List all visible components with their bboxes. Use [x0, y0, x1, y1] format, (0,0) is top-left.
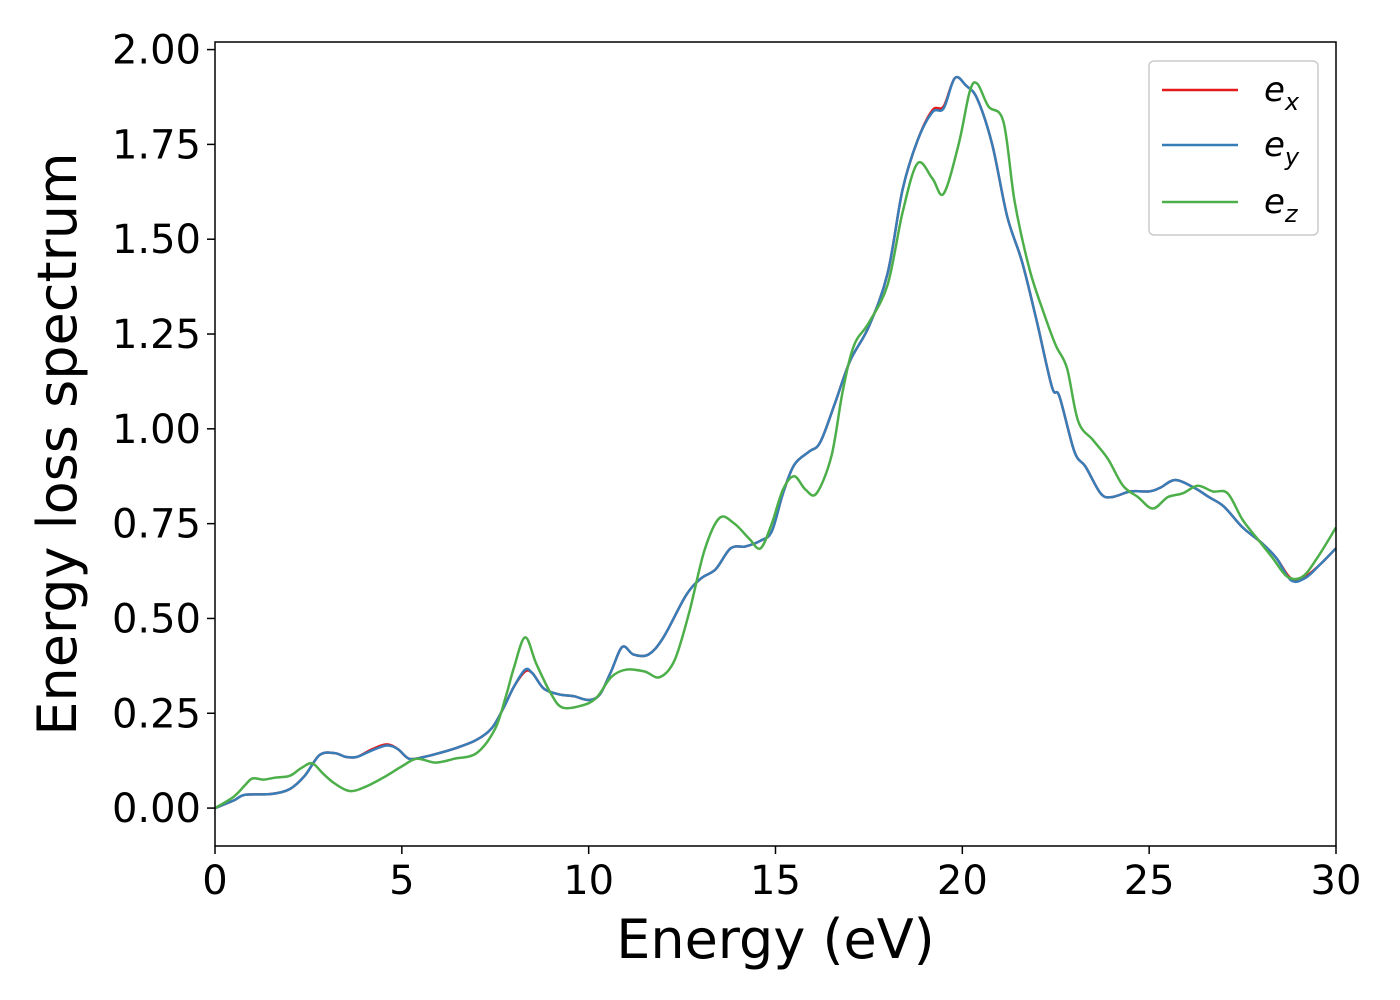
y-tick-label: 1.25	[112, 312, 201, 358]
y-tick-label: 1.00	[112, 407, 201, 453]
y-tick-label: 0.50	[112, 596, 201, 642]
x-tick-label: 30	[1311, 858, 1362, 904]
legend-label-base: e	[1264, 70, 1285, 110]
legend-box	[1148, 60, 1319, 236]
legend-label-subscript: z	[1284, 200, 1299, 228]
y-tick-label: 1.50	[112, 217, 201, 263]
x-tick-label: 10	[563, 858, 614, 904]
x-axis: 0 5 10 15 20 25 30	[202, 846, 1361, 904]
y-axis-label: Energy loss spectrum	[26, 152, 89, 735]
legend-label-base: e	[1264, 182, 1285, 222]
x-tick-label: 25	[1124, 858, 1175, 904]
legend-label-ey: ey	[1264, 125, 1300, 171]
x-tick-label: 5	[389, 858, 414, 904]
x-axis-label: Energy (eV)	[616, 908, 935, 971]
y-tick-label: 0.00	[112, 786, 201, 832]
y-tick-label: 1.75	[112, 122, 201, 168]
x-tick-label: 20	[937, 858, 988, 904]
legend-label-subscript: x	[1284, 88, 1300, 116]
x-tick-label: 0	[202, 858, 227, 904]
legend-label-subscript: y	[1284, 143, 1300, 171]
y-tick-label: 0.25	[112, 691, 201, 737]
series-lines	[214, 75, 1338, 810]
legend-label-ex: ex	[1264, 70, 1300, 116]
legend-label-ez: ez	[1264, 182, 1299, 228]
y-tick-label: 0.75	[112, 502, 201, 548]
y-axis: 0.00 0.25 0.50 0.75 1.00 1.25 1.50 1.75 2.00	[112, 28, 215, 832]
legend-label-base: e	[1264, 125, 1285, 165]
series-line-ez	[214, 81, 1338, 810]
x-tick-label: 15	[750, 858, 801, 904]
y-tick-label: 2.00	[112, 28, 201, 74]
